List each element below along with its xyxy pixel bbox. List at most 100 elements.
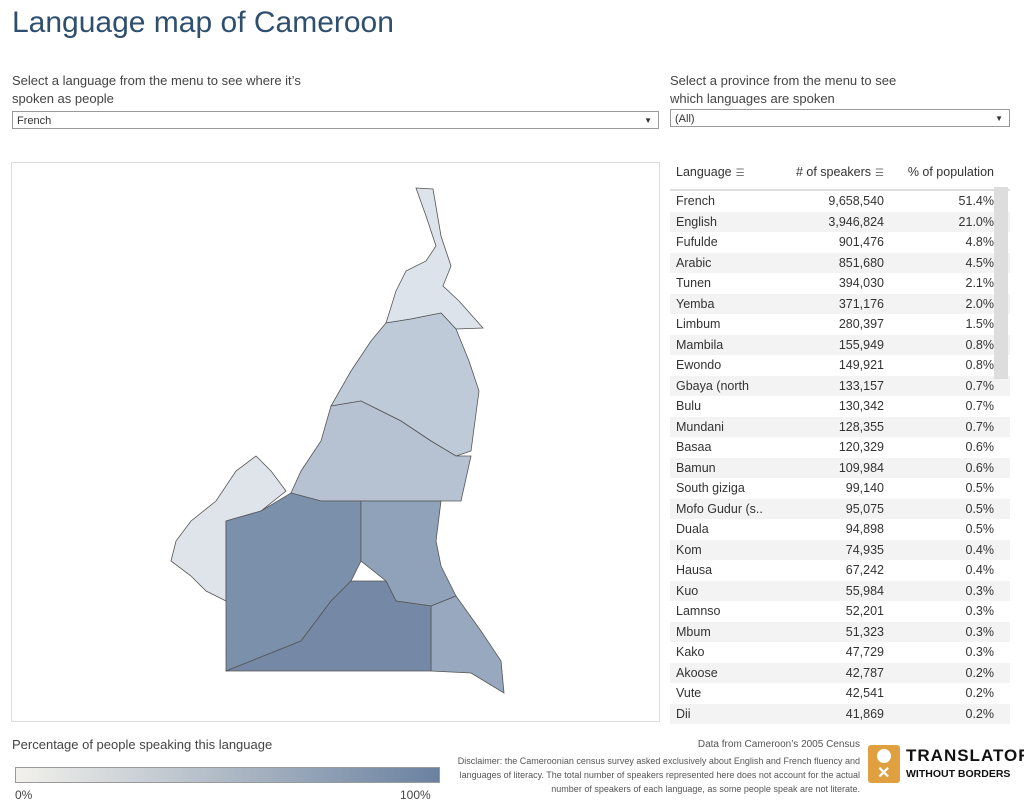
cell-language: Dii — [676, 706, 691, 721]
cell-percent: 0.2% — [965, 665, 995, 680]
cell-speakers: 394,030 — [838, 276, 884, 291]
legend-gradient — [15, 767, 440, 783]
cell-percent: 0.5% — [965, 522, 995, 537]
cell-speakers: 851,680 — [838, 255, 884, 270]
cell-language: Mofo Gudur (s.. — [676, 501, 763, 516]
sort-icon[interactable]: ☰ — [875, 168, 884, 179]
cell-speakers: 67,242 — [845, 563, 884, 578]
table-row[interactable]: Mambila 155,949 0.8% — [670, 334, 1010, 355]
table-row[interactable]: Hausa 67,242 0.4% — [670, 560, 1010, 581]
table-row[interactable]: Tunen 394,030 2.1% — [670, 273, 1010, 294]
header-label: Language — [676, 165, 732, 179]
table-row[interactable]: Bamun 109,984 0.6% — [670, 457, 1010, 478]
cell-language: Gbaya (north — [676, 378, 749, 393]
logo-icon: ✕ — [868, 745, 900, 783]
header-percent[interactable]: % of population — [907, 165, 994, 179]
cell-speakers: 95,075 — [845, 501, 884, 516]
header-speakers[interactable]: # of speakers ☰ — [784, 165, 884, 179]
cameroon-map[interactable] — [11, 162, 660, 722]
region-far-north[interactable] — [385, 187, 484, 330]
table-row[interactable]: Ewondo 149,921 0.8% — [670, 355, 1010, 376]
cell-percent: 0.6% — [965, 440, 995, 455]
cell-language: Bulu — [676, 399, 702, 414]
table-row[interactable]: Kako 47,729 0.3% — [670, 642, 1010, 663]
legend-min: 0% — [15, 788, 33, 802]
table-row[interactable]: Mundani 128,355 0.7% — [670, 416, 1010, 437]
cell-speakers: 120,329 — [838, 440, 884, 455]
language-select-value: French — [17, 115, 52, 127]
table-row[interactable]: English 3,946,824 21.0% — [670, 211, 1010, 232]
cell-speakers: 3,946,824 — [828, 214, 884, 229]
header-label: # of speakers — [795, 165, 872, 179]
table-header: Language ☰ # of speakers ☰ % of population — [670, 155, 1010, 191]
table-row[interactable]: Fufulde 901,476 4.8% — [670, 232, 1010, 253]
cell-speakers: 94,898 — [845, 522, 884, 537]
province-select[interactable]: (All) ▼ — [670, 109, 1010, 127]
table-scrollbar[interactable] — [994, 187, 1008, 379]
table-row[interactable]: Duala 94,898 0.5% — [670, 519, 1010, 540]
cell-percent: 0.4% — [965, 563, 995, 578]
table-row[interactable]: Dii 41,869 0.2% — [670, 703, 1010, 724]
cell-percent: 0.8% — [965, 358, 995, 373]
region-adamawa[interactable] — [290, 400, 472, 502]
cell-percent: 0.5% — [965, 481, 995, 496]
cell-language: South giziga — [676, 481, 745, 496]
disclaimer-line: languages of literacy. The total number … — [459, 770, 860, 780]
table-row[interactable]: French 9,658,540 51.4% — [670, 191, 1010, 212]
cell-speakers: 109,984 — [838, 460, 884, 475]
table-row[interactable]: Kom 74,935 0.4% — [670, 539, 1010, 560]
table-row[interactable]: Arabic 851,680 4.5% — [670, 252, 1010, 273]
cell-percent: 0.3% — [965, 645, 995, 660]
sort-icon[interactable]: ☰ — [735, 168, 745, 179]
cell-percent: 21.0% — [958, 214, 994, 229]
table-row[interactable]: Basaa 120,329 0.6% — [670, 437, 1010, 458]
province-select-value: (All) — [675, 113, 695, 125]
table-row[interactable]: Lamnso 52,201 0.3% — [670, 601, 1010, 622]
cell-language: Kuo — [676, 583, 699, 598]
cell-speakers: 901,476 — [838, 235, 884, 250]
cell-speakers: 130,342 — [838, 399, 884, 414]
cell-percent: 4.5% — [965, 255, 995, 270]
page-title: Language map of Cameroon — [12, 6, 394, 39]
cell-speakers: 47,729 — [845, 645, 884, 660]
cell-percent: 0.2% — [965, 706, 995, 721]
cell-language: Fufulde — [676, 235, 718, 250]
province-filter-label: Select a province from the menu to see w… — [670, 73, 897, 106]
table-row[interactable]: Akoose 42,787 0.2% — [670, 662, 1010, 683]
cell-percent: 0.7% — [965, 399, 995, 414]
cell-language: Akoose — [676, 665, 718, 680]
dropdown-arrow-icon: ▼ — [995, 114, 1003, 123]
region-southeast[interactable] — [430, 595, 505, 694]
table-row[interactable]: Gbaya (north 133,157 0.7% — [670, 375, 1010, 396]
disclaimer-line: Disclaimer: the Cameroonian census surve… — [457, 756, 860, 766]
table-row[interactable]: South giziga 99,140 0.5% — [670, 478, 1010, 499]
table-row[interactable]: Mbum 51,323 0.3% — [670, 621, 1010, 642]
table-row[interactable]: Yemba 371,176 2.0% — [670, 293, 1010, 314]
cell-speakers: 55,984 — [845, 583, 884, 598]
data-source: Data from Cameroon’s 2005 Census — [697, 739, 860, 750]
cell-speakers: 371,176 — [838, 296, 884, 311]
cell-percent: 0.8% — [965, 337, 995, 352]
cell-percent: 0.3% — [965, 583, 995, 598]
table-row[interactable]: Limbum 280,397 1.5% — [670, 314, 1010, 335]
region-centre[interactable] — [225, 492, 362, 672]
cell-language: Ewondo — [676, 358, 722, 373]
language-select[interactable]: French ▼ — [12, 111, 659, 129]
cell-percent: 0.3% — [965, 604, 995, 619]
logo-text: TRANSLATORS — [906, 746, 1024, 765]
cell-percent: 2.0% — [965, 296, 995, 311]
table-row[interactable]: Kuo 55,984 0.3% — [670, 580, 1010, 601]
logo-subtext: WITHOUT BORDERS — [906, 768, 1011, 780]
language-filter-label: Select a language from the menu to see w… — [12, 73, 301, 106]
header-language[interactable]: Language ☰ — [670, 165, 784, 179]
table-row[interactable]: Vute 42,541 0.2% — [670, 683, 1010, 704]
region-south[interactable] — [225, 580, 432, 672]
cell-language: Mambila — [676, 337, 724, 352]
cell-percent: 0.5% — [965, 501, 995, 516]
cell-language: English — [676, 214, 717, 229]
cell-percent: 1.5% — [965, 317, 995, 332]
table-row[interactable]: Mofo Gudur (s.. 95,075 0.5% — [670, 498, 1010, 519]
cell-language: Kom — [676, 542, 702, 557]
cell-percent: 4.8% — [965, 235, 995, 250]
table-row[interactable]: Bulu 130,342 0.7% — [670, 396, 1010, 417]
